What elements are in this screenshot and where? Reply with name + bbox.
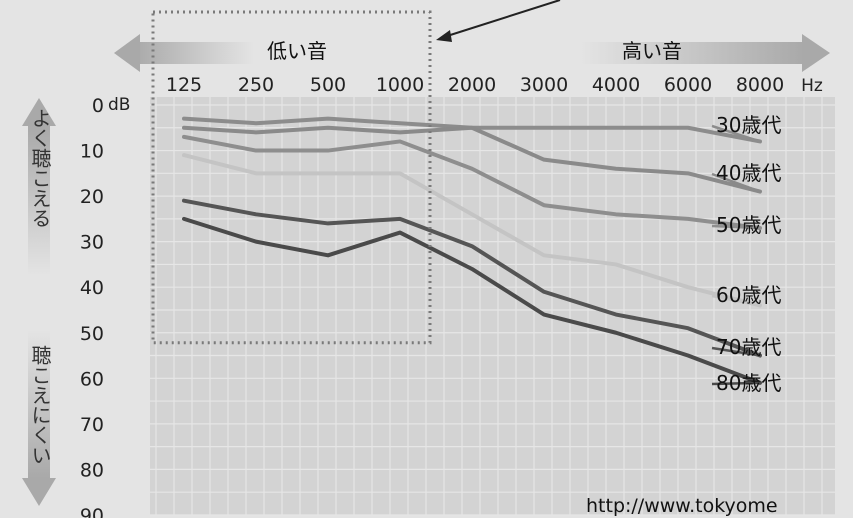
series-line xyxy=(182,134,762,230)
x-tick-label: 8000 xyxy=(736,74,784,96)
series-leader xyxy=(711,172,761,193)
y-tick-label: 40 xyxy=(80,277,104,299)
low-pitch-arrow xyxy=(114,34,254,72)
y-tick-label: 20 xyxy=(80,186,104,208)
x-tick-label: 125 xyxy=(166,74,202,96)
x-unit-label: Hz xyxy=(801,76,823,96)
series-leader xyxy=(711,124,761,143)
y-tick-label: 0 xyxy=(92,95,104,117)
y-tick-labels: 0 10 20 30 40 50 60 70 80 90 xyxy=(80,95,104,518)
y-top-label: よく聴こえる xyxy=(28,108,52,228)
x-tick-label: 500 xyxy=(310,74,346,96)
grid xyxy=(150,97,835,516)
hard-to-hear-arrow xyxy=(22,330,56,506)
x-tick-label: 3000 xyxy=(520,74,568,96)
series-leader xyxy=(711,294,761,307)
low-frequency-highlight-box xyxy=(151,10,432,345)
series-line xyxy=(182,125,762,194)
series-label: 70歳代 xyxy=(716,335,781,359)
series-leader xyxy=(711,381,761,386)
y-tick-label: 60 xyxy=(80,368,104,390)
easy-to-hear-arrow xyxy=(22,98,56,276)
series-lines xyxy=(182,116,762,385)
x-tick-label: 4000 xyxy=(592,74,640,96)
source-url: http://www.tokyome xyxy=(586,495,778,517)
y-unit-label: dB xyxy=(108,95,130,115)
x-tick-label: 1000 xyxy=(376,74,424,96)
y-tick-label: 90 xyxy=(80,505,104,518)
x-tick-label: 2000 xyxy=(448,74,496,96)
y-tick-label: 50 xyxy=(80,323,104,345)
y-tick-label: 10 xyxy=(80,141,104,163)
y-tick-label: 30 xyxy=(80,232,104,254)
low-band-label: 低い音 xyxy=(267,39,327,63)
series-line xyxy=(182,153,762,308)
series-label: 50歳代 xyxy=(716,213,781,237)
y-tick-label: 70 xyxy=(80,414,104,436)
y-bottom-label: 聴こえにくい xyxy=(28,345,52,465)
series-line xyxy=(182,198,762,358)
series-label: 30歳代 xyxy=(716,113,781,137)
y-tick-label: 80 xyxy=(80,459,104,481)
series-line xyxy=(182,216,762,385)
series-label: 40歳代 xyxy=(716,161,781,185)
x-tick-label: 250 xyxy=(238,74,274,96)
high-band-label: 高い音 xyxy=(622,39,682,63)
high-pitch-arrow xyxy=(580,34,830,72)
pointer-arrow xyxy=(436,0,561,42)
series-label: 60歳代 xyxy=(716,283,781,307)
x-tick-label: 6000 xyxy=(664,74,712,96)
series-leader xyxy=(711,224,761,230)
x-tick-labels: 125 250 500 1000 2000 3000 4000 6000 8000 xyxy=(166,74,784,96)
series-label: 80歳代 xyxy=(716,371,781,395)
series-labels: 30歳代 40歳代 50歳代 60歳代 70歳代 80歳代 xyxy=(711,113,781,395)
series-leader xyxy=(711,346,761,357)
